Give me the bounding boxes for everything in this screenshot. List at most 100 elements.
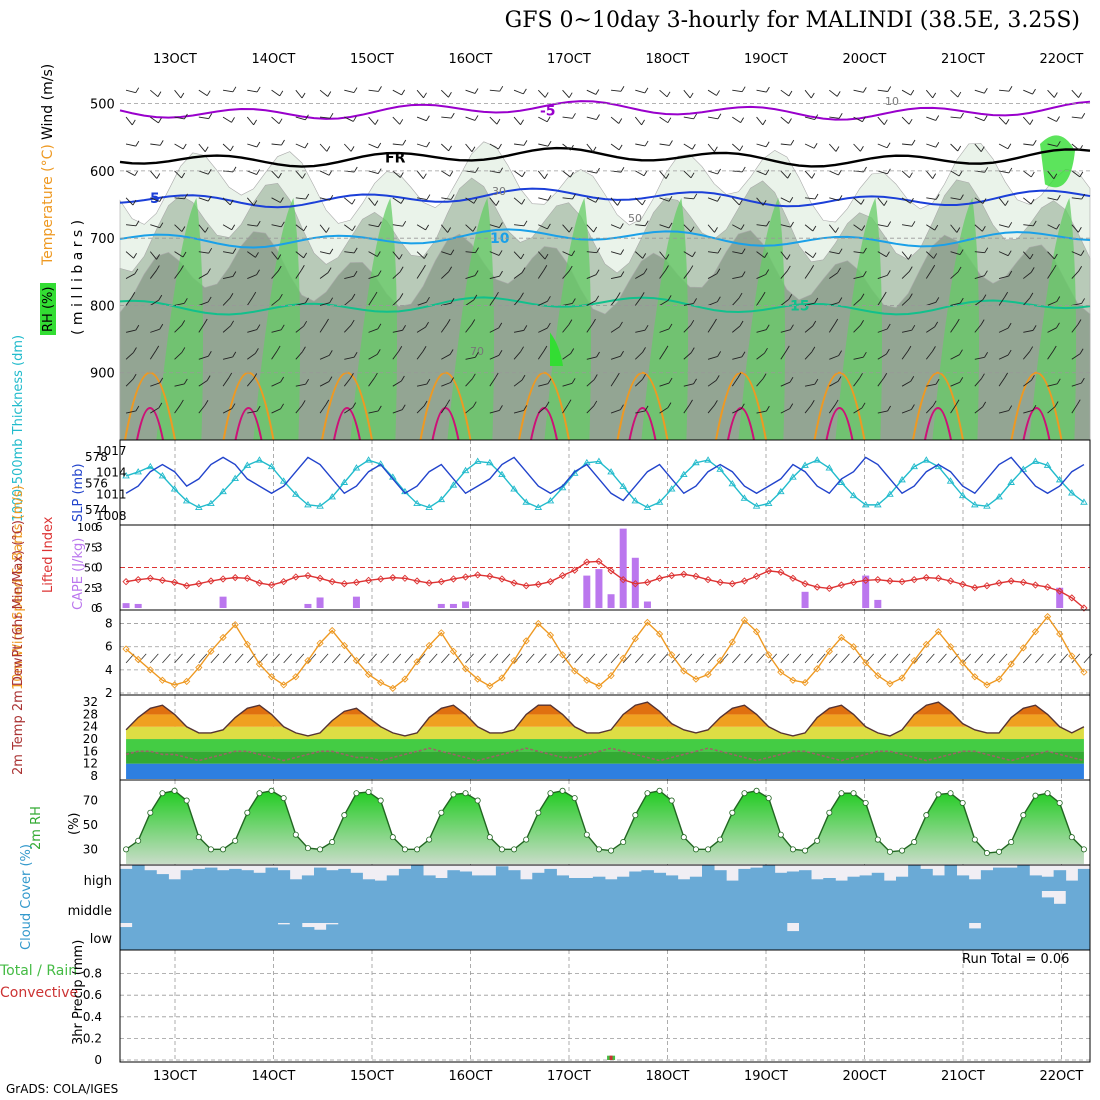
wind-barb	[353, 352, 358, 358]
rh-moist-plume	[447, 197, 495, 440]
y-tick-label: 900	[90, 367, 115, 382]
rh-tick-label: 50	[83, 818, 98, 832]
wind-barb	[935, 297, 940, 303]
thickness-line-point	[510, 485, 518, 492]
wind-barb	[471, 373, 476, 380]
wind-barb	[683, 324, 692, 333]
wind-speed-line-point	[692, 675, 700, 683]
wind-barb	[765, 324, 770, 330]
cloud-bar-high	[835, 880, 848, 891]
wind-barb	[198, 89, 208, 97]
wind-speed-line-point	[486, 682, 494, 690]
wind-barb	[353, 87, 358, 93]
wind-barb	[547, 223, 551, 230]
wind-barb	[135, 87, 140, 93]
wind-barb	[1081, 193, 1086, 200]
precip-convective-bar	[609, 1055, 613, 1060]
cloud-bar-high	[653, 872, 667, 891]
wind-barb	[568, 226, 573, 233]
wind-barb	[811, 346, 816, 353]
wind-speed-line-point	[304, 656, 312, 665]
cape-bar	[862, 575, 870, 608]
wind-barb	[901, 116, 910, 125]
wind-barb	[423, 400, 428, 407]
wind-barb	[853, 298, 862, 306]
thickness-axis-label: 1000-500mb Thickness (dm)	[11, 335, 26, 522]
wind-barb	[150, 116, 159, 124]
wind-barb	[828, 323, 836, 333]
wind-barb	[790, 139, 795, 146]
wind-barb	[950, 404, 957, 414]
wind-barb	[732, 325, 741, 333]
wind-barb	[984, 167, 989, 173]
wind-barb	[513, 116, 521, 125]
wind-barb	[446, 399, 451, 405]
cloud-bar-high	[750, 867, 764, 891]
wind-barb	[642, 374, 646, 380]
cloud-bar-low	[968, 928, 982, 950]
wind-barb	[499, 222, 503, 228]
wind-barb	[756, 410, 767, 414]
wind-barb	[1030, 198, 1035, 205]
wind-barb	[319, 404, 327, 414]
wind-speed-line-point	[983, 681, 991, 689]
thickness-line-point	[425, 503, 433, 510]
wind-barb	[305, 114, 309, 120]
wind-barb	[229, 199, 234, 206]
cape-bar	[134, 603, 142, 608]
cloud-bar-middle	[859, 891, 873, 923]
wind-barb	[959, 377, 964, 383]
cloud-bar-high	[398, 868, 412, 891]
wind-barb	[886, 168, 891, 175]
wind-barb	[231, 117, 235, 123]
surface-wind-barb	[501, 653, 511, 664]
isotherm-25-arc	[431, 407, 460, 441]
wind-barb	[319, 170, 330, 176]
wind-barb	[425, 115, 430, 121]
surface-wind-barb	[416, 653, 426, 664]
rh-line-point	[862, 799, 869, 806]
wind-barb	[741, 86, 746, 92]
wind-barb	[683, 197, 694, 200]
wind-barb	[271, 408, 281, 414]
wind-barb	[319, 224, 327, 233]
wind-barb	[174, 197, 185, 200]
wind-speed-line-point	[680, 667, 688, 675]
wind-barb	[644, 405, 649, 412]
wind-barb	[683, 251, 693, 258]
wind-barb	[440, 323, 448, 333]
temp-band	[126, 739, 1084, 752]
wind-barb	[683, 116, 694, 120]
cloud-bar-high	[592, 876, 606, 891]
wind-barb	[910, 198, 914, 204]
wind-barb	[155, 345, 160, 352]
cloud-bar-high	[520, 879, 533, 891]
wind-barb	[1071, 116, 1082, 119]
cloud-bar-low	[386, 923, 400, 950]
cloud-bar-low	[289, 923, 303, 950]
wind-barb	[659, 197, 670, 202]
wind-barb	[1077, 319, 1082, 325]
surface-wind-barb	[513, 653, 523, 664]
wind-barb	[982, 294, 987, 300]
wind-barb	[232, 351, 237, 358]
wind-barb	[998, 170, 1009, 174]
cloud-bar-low	[544, 923, 557, 950]
cloud-bar-middle	[823, 891, 836, 923]
isotherm-label: FR	[385, 150, 406, 166]
run-total-value: 0.06	[1040, 952, 1070, 967]
wind-barb	[707, 251, 719, 254]
thickness-line-point	[874, 501, 882, 508]
wind-barb	[133, 252, 137, 259]
wind-barb	[810, 265, 815, 271]
cloud-bar-middle	[847, 891, 861, 923]
wind-speed-line-point	[352, 656, 361, 665]
wind-barb	[901, 329, 912, 333]
thickness-line-point	[1043, 461, 1052, 468]
wind-barb	[377, 270, 382, 276]
bottom-x-tick-label: 13OCT	[153, 1069, 197, 1084]
cloud-bar-middle	[156, 891, 169, 923]
wind-barb	[829, 380, 839, 387]
wind-barb	[447, 227, 452, 233]
wind-barb	[1032, 88, 1036, 95]
